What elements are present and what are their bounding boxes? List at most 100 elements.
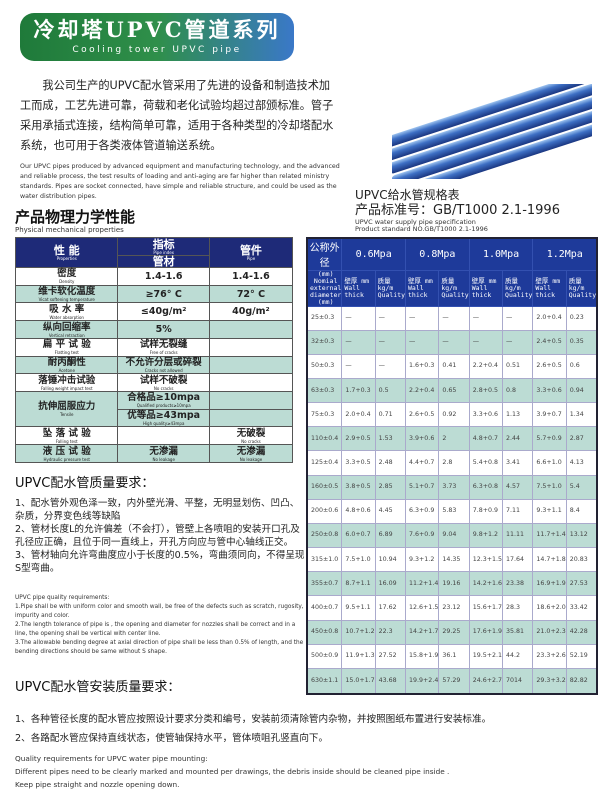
table-cell: 50±0.3 [306, 353, 343, 379]
table-cell: 27.52 [374, 643, 407, 669]
table-cell: 11.2+1.4 [405, 571, 440, 597]
table-cell: 15.8+1.9 [405, 643, 440, 669]
table-cell: 4.8+0.7 [468, 426, 504, 452]
table-cell: 耐丙酮性 Acetone [14, 355, 119, 375]
table-cell: 5.4+0.8 [468, 450, 504, 476]
col-quality: 质量 kg/m Quality [374, 269, 407, 307]
table-row: 315±1.0 7.5+1.0 10.94 9.3+1.2 14.35 12.3+1.5 1… [306, 547, 598, 573]
table-cell: 13.12 [565, 522, 598, 549]
table-cell: 3.41 [502, 450, 534, 476]
intro-text-en: Our UPVC pipes produced by advanced equi… [20, 163, 340, 200]
table-cell: 3.9+0.6 [405, 426, 440, 452]
table-cell: 无破裂 No cracks [208, 426, 294, 446]
table-cell: 8.4 [565, 498, 598, 524]
table-cell: 7.5+1.0 [532, 474, 567, 500]
table-cell: 2.0+0.4 [532, 305, 567, 331]
table-cell: 0.71 [374, 402, 407, 428]
table-cell: 纵向回缩率 Vertical retraction [14, 320, 119, 339]
banner-title-en: Cooling tower UPVC pipe [72, 45, 242, 55]
table-row: 630±1.1 15.0+1.7 43.68 19.9+2.4 57.29 24.6+2.… [306, 667, 598, 695]
table-cell: — [502, 329, 534, 355]
table-cell [208, 373, 294, 393]
banner-title-cn: 冷却塔UPVC管道系列 [33, 17, 281, 42]
table-cell: 10.7+1.2 [341, 619, 376, 645]
table-cell: 2.8 [438, 450, 470, 476]
table-cell: 吸 水 率 Water absorption [14, 302, 119, 322]
col-pressure: 0.8Mpa [405, 237, 470, 271]
table-cell: 5.83 [438, 498, 470, 524]
col-wall: 壁厚 mm Wall thick [468, 269, 504, 307]
table-row: 250±0.8 6.0+0.7 6.89 7.6+0.9 9.04 9.8+1.2 11.1… [306, 522, 598, 549]
table-cell: 11.9+1.3 [341, 643, 376, 669]
table-cell: 450±0.8 [306, 619, 343, 645]
table-row: 450±0.8 10.7+1.2 22.3 14.2+1.7 29.25 17.6+1.9… [306, 619, 598, 645]
table-cell: 10.94 [374, 547, 407, 573]
table-cell: 2.6+0.5 [405, 402, 440, 428]
table-cell: 23.12 [438, 595, 470, 621]
table-cell: 坠 落 试 验 Falling test [14, 426, 119, 446]
table-cell: 4.57 [502, 474, 534, 500]
install-list-en: Quality requirements for UPVC water pipe… [15, 752, 595, 791]
heading-en: Physical mechanical properties [15, 226, 124, 234]
table-cell: 355±0.7 [306, 571, 343, 597]
table-cell: 3.8+0.5 [341, 474, 376, 500]
spec-standard-en: Product standard NO.GB/T1000 2.1-1996 [355, 225, 488, 233]
table-cell: 20.83 [565, 547, 598, 573]
list-item: 1、各种管径长度的配水管应按照设计要求分类和编号，安装前须清除管内杂物，并按照图… [15, 714, 492, 725]
table-cell: 5.1+0.7 [405, 474, 440, 500]
list-item: 3.The allowable bending degree at axial … [15, 640, 304, 655]
table-cell: 2.2+0.4 [405, 377, 440, 404]
table-cell: 0.94 [565, 377, 598, 404]
table-cell: 160±0.5 [306, 474, 343, 500]
spec-heading: UPVC给水管规格表 产品标准号：GB/T1000 2.1-1996 UPVC … [355, 188, 560, 233]
table-cell: 液 压 试 验 Hydraulic pressure test [14, 444, 119, 463]
table-cell: 密度 Density [14, 267, 119, 286]
list-item: Quality requirements for UPVC water pipe… [15, 754, 208, 763]
col-diameter: 公称外径 [306, 237, 343, 271]
table-row: 63±0.3 1.7+0.3 0.5 2.2+0.4 0.65 2.8+0.5 0.8 3.3… [306, 377, 598, 404]
table-cell: 无渗漏 No leakage [117, 444, 210, 463]
col-diameter-sub: (mm) Nomial external diameter (mm) [306, 269, 343, 307]
table-cell: — [438, 305, 470, 331]
table-cell [208, 337, 294, 357]
table-cell: 29.25 [438, 619, 470, 645]
col-quality: 质量 kg/m Quality [438, 269, 470, 307]
table-cell: 29.3+3.2 [532, 667, 567, 695]
table-cell: 17.64 [502, 547, 534, 573]
table-cell: 27.53 [565, 571, 598, 597]
table-cell: 2.85 [374, 474, 407, 500]
table-cell: 40g/m² [208, 302, 294, 322]
table-cell: 6.3+0.8 [468, 474, 504, 500]
table-row: 125±0.4 3.3+0.5 2.48 4.4+0.7 2.8 5.4+0.8 3.41 6… [306, 450, 598, 476]
table-cell: 14.7+1.8 [532, 547, 567, 573]
list-item: 2.The length tolerance of pipe is , the … [15, 622, 296, 637]
table-cell: 32±0.3 [306, 329, 343, 355]
table-cell: 2.8+0.5 [468, 377, 504, 404]
table-cell: ≥76° C [117, 284, 210, 304]
table-cell: 7.6+0.9 [405, 522, 440, 549]
table-cell: 6.0+0.7 [341, 522, 376, 549]
table-cell: 63±0.3 [306, 377, 343, 404]
table-cell [208, 320, 294, 339]
table-cell: 扁 平 试 验 Flatting test [14, 337, 119, 357]
table-cell: 3.3+0.5 [341, 450, 376, 476]
table-cell: 630±1.1 [306, 667, 343, 695]
list-item: 1.Pipe shall be with uniform color and s… [15, 604, 304, 619]
col-quality: 质量 kg/m Quality [502, 269, 534, 307]
quality-heading: UPVC配水管质量要求： [15, 476, 155, 491]
table-cell: 11.11 [502, 522, 534, 549]
table-cell: 2.9+0.5 [341, 426, 376, 452]
table-cell: 优等品≥43mpa High quality≥43mpa [117, 408, 210, 428]
col-pressure: 1.0Mpa [468, 237, 534, 271]
pipes-photo [392, 84, 592, 179]
table-row: 200±0.6 4.8+0.6 4.45 6.3+0.9 5.83 7.8+0.9 7.11… [306, 498, 598, 524]
table-cell: 9.5+1.1 [341, 595, 376, 621]
heading-cn: 产品物理力学性能 [15, 208, 136, 226]
table-cell: 21.0+2.3 [532, 619, 567, 645]
table-cell: 0.92 [438, 402, 470, 428]
spec-title-cn: UPVC给水管规格表 [355, 188, 460, 202]
table-cell: — [405, 329, 440, 355]
table-cell: 250±0.8 [306, 522, 343, 549]
list-item: 2、各路配水管应保持直线状态，使管轴保持水平，管体喷咀孔竖直向下。 [15, 733, 329, 744]
